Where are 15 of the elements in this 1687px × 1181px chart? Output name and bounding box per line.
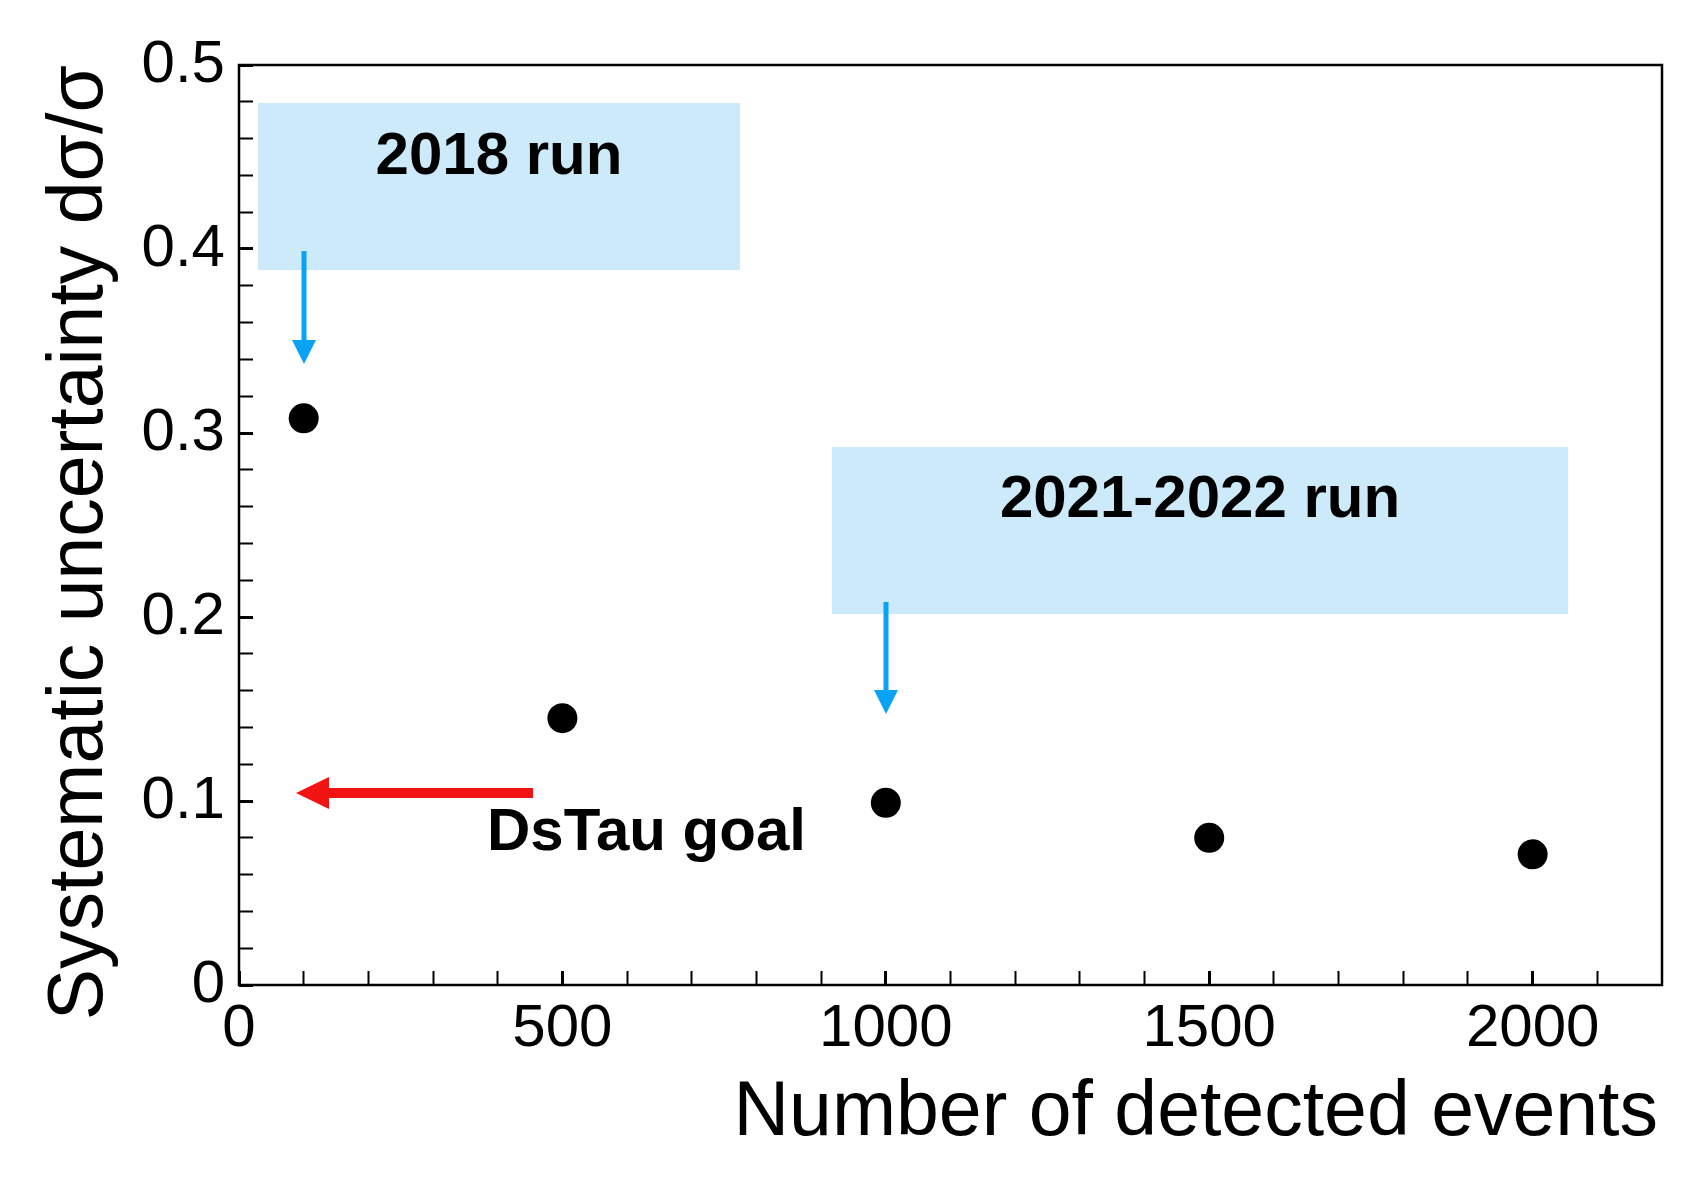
x-tick-label: 1500 — [1142, 991, 1276, 1059]
x-tick-label: 500 — [512, 991, 613, 1059]
annotation: DsTau goal — [487, 796, 806, 863]
x-tick-label: 1000 — [819, 991, 953, 1059]
x-tick-label: 2000 — [1465, 991, 1600, 1059]
y-tick-label: 0.3 — [141, 395, 225, 463]
y-axis-title: Systematic uncertainty dσ/σ — [32, 65, 119, 1021]
y-tick-label: 0.1 — [141, 763, 225, 831]
y-tick-label: 0.4 — [141, 211, 225, 279]
annotation: 2021-2022 run — [999, 462, 1401, 530]
y-tick-label: 0 — [191, 947, 225, 1015]
y-tick-label: 0.5 — [141, 27, 225, 95]
y-tick-label: 0.2 — [141, 579, 225, 647]
x-axis-title: Number of detected events — [733, 1065, 1658, 1151]
annotation: 2018 run — [375, 119, 623, 187]
